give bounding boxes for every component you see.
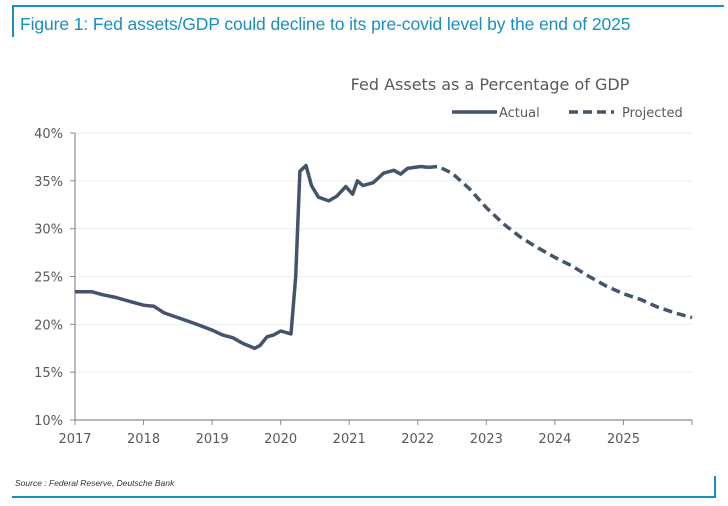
x-tick-label: 2022 (401, 432, 434, 447)
source-frame-right (714, 476, 716, 498)
y-tick-label: 10% (34, 414, 63, 429)
y-tick-label: 40% (34, 127, 63, 142)
x-tick-label: 2023 (470, 432, 503, 447)
x-tick-label: 2017 (58, 432, 91, 447)
x-tick-label: 2019 (196, 432, 229, 447)
x-tick-label: 2021 (333, 432, 366, 447)
y-tick-label: 25% (34, 271, 63, 286)
caption-frame-top (12, 5, 724, 7)
x-tick-labels: 2017 2018 2019 2020 2021 2022 2023 2024 2025 (58, 432, 640, 447)
y-tick-labels: 10% 15% 20% 25% 30% 35% 40% (34, 127, 63, 429)
y-tick-label: 20% (34, 318, 63, 333)
legend: Actual Projected (452, 106, 683, 121)
axes (70, 132, 693, 425)
source-note: Source : Federal Reserve, Deutsche Bank (15, 478, 175, 488)
x-tick-label: 2024 (538, 432, 571, 447)
legend-projected-label: Projected (622, 106, 683, 121)
gridlines (75, 132, 692, 373)
series-lines (75, 163, 693, 351)
source-frame-bottom (12, 496, 716, 498)
y-tick-label: 30% (34, 223, 63, 238)
x-tick-label: 2020 (264, 432, 297, 447)
x-tick-label: 2025 (607, 432, 640, 447)
y-tick-label: 35% (34, 175, 63, 190)
series-line-projected (427, 164, 693, 320)
legend-actual-label: Actual (499, 106, 540, 121)
y-tick-label: 15% (34, 366, 63, 381)
x-tick-label: 2018 (127, 432, 160, 447)
series-line-actual (75, 163, 429, 351)
figure-caption: Figure 1: Fed assets/GDP could decline t… (20, 14, 631, 34)
chart-title: Fed Assets as a Percentage of GDP (351, 75, 630, 94)
caption-frame-left (12, 5, 14, 37)
